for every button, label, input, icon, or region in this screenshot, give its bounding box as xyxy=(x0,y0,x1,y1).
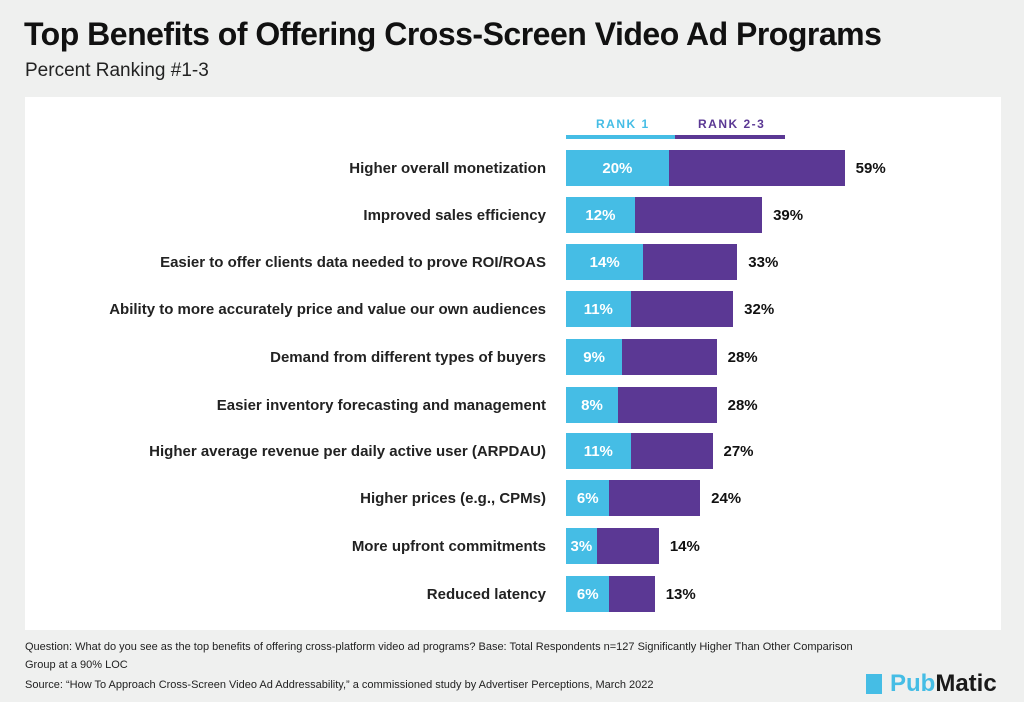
total-value-label: 28% xyxy=(727,397,758,414)
chart-subtitle: Percent Ranking #1-3 xyxy=(25,60,209,81)
category-label: Ability to more accurately price and val… xyxy=(109,301,546,318)
legend-rank1: RANK 1 xyxy=(596,117,650,131)
legend-rank1-swatch xyxy=(566,135,675,139)
category-label: Higher overall monetization xyxy=(349,160,546,177)
total-value-label: 59% xyxy=(855,160,886,177)
total-value-label: 33% xyxy=(748,254,779,271)
bar-rank1 xyxy=(566,291,631,327)
pubmatic-logo: PubMatic xyxy=(866,670,997,698)
category-label: Reduced latency xyxy=(426,586,546,603)
category-label: Higher prices (e.g., CPMs) xyxy=(360,490,546,507)
bar-rank1 xyxy=(566,576,610,612)
logo-matic: Matic xyxy=(935,670,997,697)
rank1-value-label: 9% xyxy=(583,349,605,366)
total-value-label: 24% xyxy=(711,490,742,507)
rank1-value-label: 11% xyxy=(583,301,613,318)
category-label: Improved sales efficiency xyxy=(363,207,546,224)
category-label: Higher average revenue per daily active … xyxy=(149,443,546,460)
bar-rank1 xyxy=(566,150,669,186)
legend-rank23: RANK 2-3 xyxy=(698,117,766,131)
rank1-value-label: 6% xyxy=(576,586,599,603)
total-value-label: 14% xyxy=(669,538,700,555)
rank1-value-label: 6% xyxy=(576,490,599,507)
bar-rank1 xyxy=(566,244,644,280)
bar-rank1 xyxy=(566,433,631,469)
total-value-label: 39% xyxy=(773,207,804,224)
legend-rank23-swatch xyxy=(675,135,785,139)
bar-rank1 xyxy=(566,528,597,564)
category-label: Easier inventory forecasting and managem… xyxy=(216,397,546,414)
rank1-value-label: 12% xyxy=(585,207,616,224)
footnote-source: Source: “How To Approach Cross-Screen Vi… xyxy=(25,679,654,691)
footnote-question: Question: What do you see as the top ben… xyxy=(25,641,853,653)
bar-rank1 xyxy=(566,339,623,375)
chart-title: Top Benefits of Offering Cross-Screen Vi… xyxy=(24,16,882,52)
total-value-label: 27% xyxy=(723,443,754,460)
total-value-label: 28% xyxy=(727,349,758,366)
total-value-label: 13% xyxy=(665,586,696,603)
category-label: Demand from different types of buyers xyxy=(270,349,546,366)
bar-rank1 xyxy=(566,197,635,233)
total-value-label: 32% xyxy=(744,301,775,318)
footnote-question-cont: Group at a 90% LOC xyxy=(25,659,128,671)
rank1-value-label: 20% xyxy=(602,160,633,177)
logo-pub: Pub xyxy=(890,670,936,697)
rank1-value-label: 14% xyxy=(589,254,620,271)
rank1-value-label: 11% xyxy=(583,443,613,460)
bar-rank1 xyxy=(566,480,610,516)
rank1-value-label: 3% xyxy=(570,538,593,555)
bar-rank1 xyxy=(566,387,618,423)
logo-square-icon xyxy=(866,674,882,694)
rank1-value-label: 8% xyxy=(581,397,603,414)
category-label: Easier to offer clients data needed to p… xyxy=(160,254,546,271)
category-label: More upfront commitments xyxy=(351,538,546,555)
